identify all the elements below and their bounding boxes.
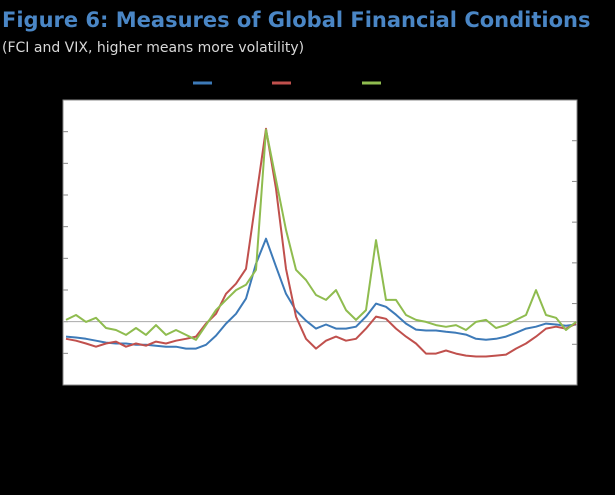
chart-subtitle: (FCI and VIX, higher means more volatili… <box>2 40 304 56</box>
series-line <box>65 237 577 350</box>
plot-area <box>62 99 578 386</box>
series-line <box>65 127 577 358</box>
chart-title: Figure 6: Measures of Global Financial C… <box>2 8 590 32</box>
series-line <box>65 128 577 341</box>
